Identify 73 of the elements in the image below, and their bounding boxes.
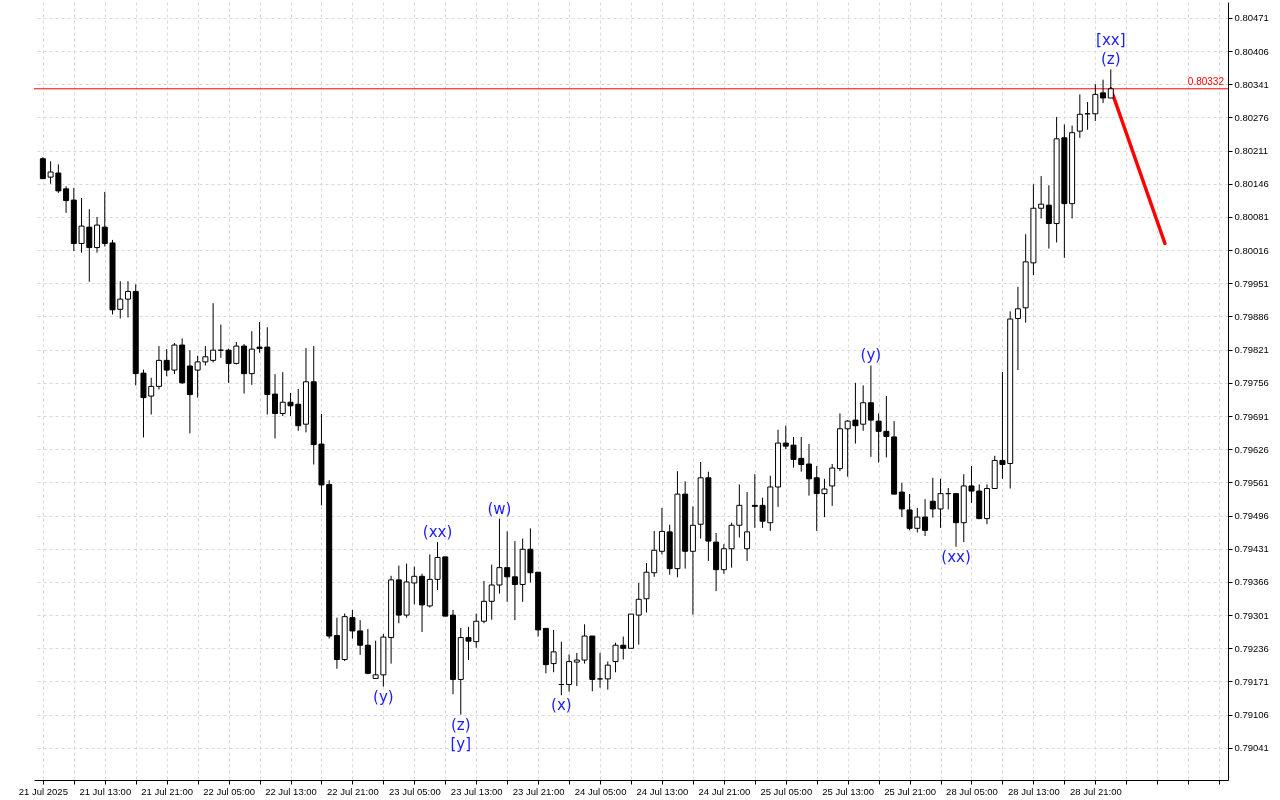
candlestick [1107, 68, 1114, 99]
y-tick-label: 0.80211 [1234, 145, 1269, 157]
candlestick [480, 580, 487, 624]
annotation: (y) [860, 346, 882, 365]
y-tick-label: 0.80146 [1234, 178, 1269, 190]
x-tick-label: 23 Jul 05:00 [388, 785, 441, 797]
candlestick [272, 373, 279, 439]
x-tick-label: 21 Jul 13:00 [79, 785, 132, 797]
y-tick-label: 0.80081 [1234, 211, 1269, 223]
x-tick-label: 23 Jul 13:00 [450, 785, 503, 797]
y-tick-label: 0.79041 [1234, 742, 1269, 754]
candlestick [94, 216, 101, 254]
annotation: (xx) [941, 547, 971, 566]
candlestick [1076, 93, 1083, 139]
x-tick-label: 22 Jul 13:00 [265, 785, 317, 797]
y-tick-label: 0.80471 [1234, 12, 1269, 24]
y-tick-label: 0.79106 [1234, 709, 1269, 721]
y-tick-label: 0.79431 [1234, 543, 1269, 555]
x-tick-label: 28 Jul 05:00 [946, 785, 998, 797]
ref-line-label: 0.80332 [1187, 75, 1225, 87]
y-tick-label: 0.79756 [1234, 377, 1269, 389]
x-tick-label: 24 Jul 21:00 [698, 785, 751, 797]
y-tick-label: 0.79626 [1234, 443, 1269, 455]
y-tick-label: 0.79301 [1234, 609, 1269, 621]
candlestick [63, 185, 70, 214]
annotation: (y) [373, 687, 394, 706]
x-tick-label: 25 Jul 21:00 [884, 785, 936, 797]
y-tick-label: 0.79821 [1234, 344, 1269, 356]
y-tick-label: 0.79886 [1234, 310, 1269, 322]
candlestick [922, 498, 929, 537]
annotation: (z) [450, 715, 471, 734]
candlestick [1092, 83, 1099, 122]
x-tick-label: 25 Jul 05:00 [760, 785, 813, 797]
candlestick [597, 652, 604, 689]
y-tick-label: 0.80341 [1234, 78, 1269, 90]
candlestick [511, 540, 518, 621]
y-tick-label: 0.79171 [1234, 675, 1269, 687]
candlestick [604, 661, 611, 691]
annotation: (x) [551, 696, 572, 715]
x-tick-label: 21 Jul 2025 [18, 785, 68, 797]
candlestick [333, 617, 340, 670]
y-tick-label: 0.79951 [1234, 277, 1269, 289]
x-tick-label: 24 Jul 13:00 [636, 785, 689, 797]
y-tick-label: 0.79561 [1234, 476, 1269, 488]
annotation: [y] [450, 734, 472, 753]
y-tick-label: 0.79496 [1234, 510, 1269, 522]
annotation: (z) [1101, 50, 1121, 69]
x-tick-label: 22 Jul 21:00 [327, 785, 379, 797]
x-tick-label: 28 Jul 21:00 [1069, 785, 1122, 797]
candlestick [829, 463, 836, 507]
x-tick-label: 22 Jul 05:00 [203, 785, 255, 797]
annotation: [xx] [1096, 31, 1126, 50]
candlestick [744, 491, 751, 562]
candlestick [124, 280, 131, 318]
annotation: (w) [487, 499, 512, 518]
y-tick-label: 0.80016 [1234, 244, 1269, 256]
candlestick [658, 507, 665, 555]
y-tick-label: 0.80406 [1234, 45, 1269, 57]
y-tick-label: 0.79691 [1234, 410, 1269, 422]
x-tick-label: 25 Jul 13:00 [822, 785, 875, 797]
x-tick-label: 23 Jul 21:00 [512, 785, 565, 797]
candlestick [805, 443, 812, 497]
x-tick-label: 24 Jul 05:00 [574, 785, 627, 797]
y-tick-label: 0.80276 [1234, 111, 1269, 123]
x-tick-label: 28 Jul 13:00 [1008, 785, 1060, 797]
candlestick [1100, 79, 1107, 104]
candlestick [566, 653, 573, 693]
x-tick-label: 21 Jul 21:00 [141, 785, 194, 797]
candlestick [1014, 286, 1021, 371]
annotation: (xx) [422, 523, 453, 542]
candlestick [635, 582, 642, 646]
y-tick-label: 0.79366 [1234, 576, 1269, 588]
y-tick-label: 0.79236 [1234, 642, 1269, 654]
